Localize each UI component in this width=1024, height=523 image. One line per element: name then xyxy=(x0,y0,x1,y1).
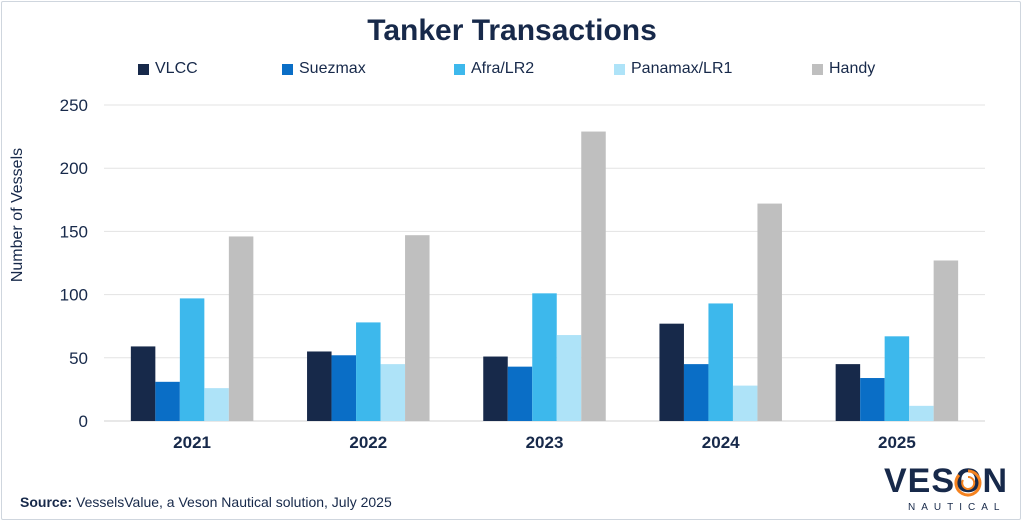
bar-suezmax-2024 xyxy=(683,364,709,421)
source-text: VesselsValue, a Veson Nautical solution,… xyxy=(72,494,392,510)
bar-vlcc-2025 xyxy=(835,364,861,421)
y-tick-label: 150 xyxy=(60,222,88,241)
y-tick-label: 200 xyxy=(60,159,88,178)
x-tick-label: 2022 xyxy=(349,433,387,452)
y-tick-label: 250 xyxy=(60,96,88,115)
bar-panamax-lr1-2023 xyxy=(556,335,582,421)
bar-panamax-lr1-2024 xyxy=(732,385,758,421)
bar-vlcc-2022 xyxy=(307,351,332,421)
legend-swatch xyxy=(454,63,465,75)
legend-label: VLCC xyxy=(155,60,198,77)
bar-afra-lr2-2022 xyxy=(356,322,381,421)
y-tick-label: 0 xyxy=(79,412,88,431)
bar-handy-2024 xyxy=(757,203,782,421)
bar-handy-2021 xyxy=(228,236,254,421)
bar-panamax-lr1-2025 xyxy=(909,405,934,421)
y-tick-label: 50 xyxy=(69,349,88,368)
bar-handy-2025 xyxy=(933,260,959,421)
bar-afra-lr2-2023 xyxy=(532,293,557,421)
bar-afra-lr2-2025 xyxy=(884,336,910,421)
legend-item: Afra/LR2 xyxy=(454,60,534,78)
legend-swatch xyxy=(138,63,149,75)
bar-suezmax-2025 xyxy=(860,378,885,421)
bar-afra-lr2-2021 xyxy=(179,298,205,421)
x-tick-label: 2023 xyxy=(526,433,564,452)
legend-item: Panamax/LR1 xyxy=(614,60,732,78)
legend-swatch xyxy=(812,63,823,75)
veson-logo: VESON NAUTICAL xyxy=(884,462,1007,514)
legend-label: Panamax/LR1 xyxy=(631,60,733,77)
bar-panamax-lr1-2021 xyxy=(204,388,229,421)
bar-handy-2022 xyxy=(405,235,430,421)
legend-label: Handy xyxy=(829,60,876,77)
logo-accent-icon xyxy=(954,469,982,497)
bar-vlcc-2023 xyxy=(483,356,508,421)
x-tick-label: 2024 xyxy=(702,433,740,452)
legend-label: Suezmax xyxy=(299,60,366,77)
bar-vlcc-2024 xyxy=(659,323,684,421)
x-tick-label: 2025 xyxy=(878,433,916,452)
legend-swatch xyxy=(614,63,625,75)
y-tick-label: 100 xyxy=(60,286,88,305)
bar-suezmax-2021 xyxy=(155,381,180,421)
x-tick-label: 2021 xyxy=(173,433,211,452)
legend-label: Afra/LR2 xyxy=(471,60,535,77)
legend-item: Handy xyxy=(812,60,875,78)
source-label: Source: xyxy=(20,494,73,510)
legend-item: Suezmax xyxy=(282,60,366,78)
bar-suezmax-2022 xyxy=(331,355,357,421)
bar-vlcc-2021 xyxy=(130,346,156,421)
bar-panamax-lr1-2022 xyxy=(380,364,406,421)
source-note: Source: VesselsValue, a Veson Nautical s… xyxy=(20,494,392,510)
logo-subtext: NAUTICAL xyxy=(908,502,1006,513)
chart-title: Tanker Transactions xyxy=(367,14,657,47)
bar-suezmax-2023 xyxy=(507,366,533,421)
bar-handy-2023 xyxy=(581,131,606,421)
legend-swatch xyxy=(282,63,293,75)
legend-item: VLCC xyxy=(138,60,198,78)
bar-afra-lr2-2024 xyxy=(708,303,733,421)
logo-wordmark: VESON xyxy=(884,462,1009,500)
